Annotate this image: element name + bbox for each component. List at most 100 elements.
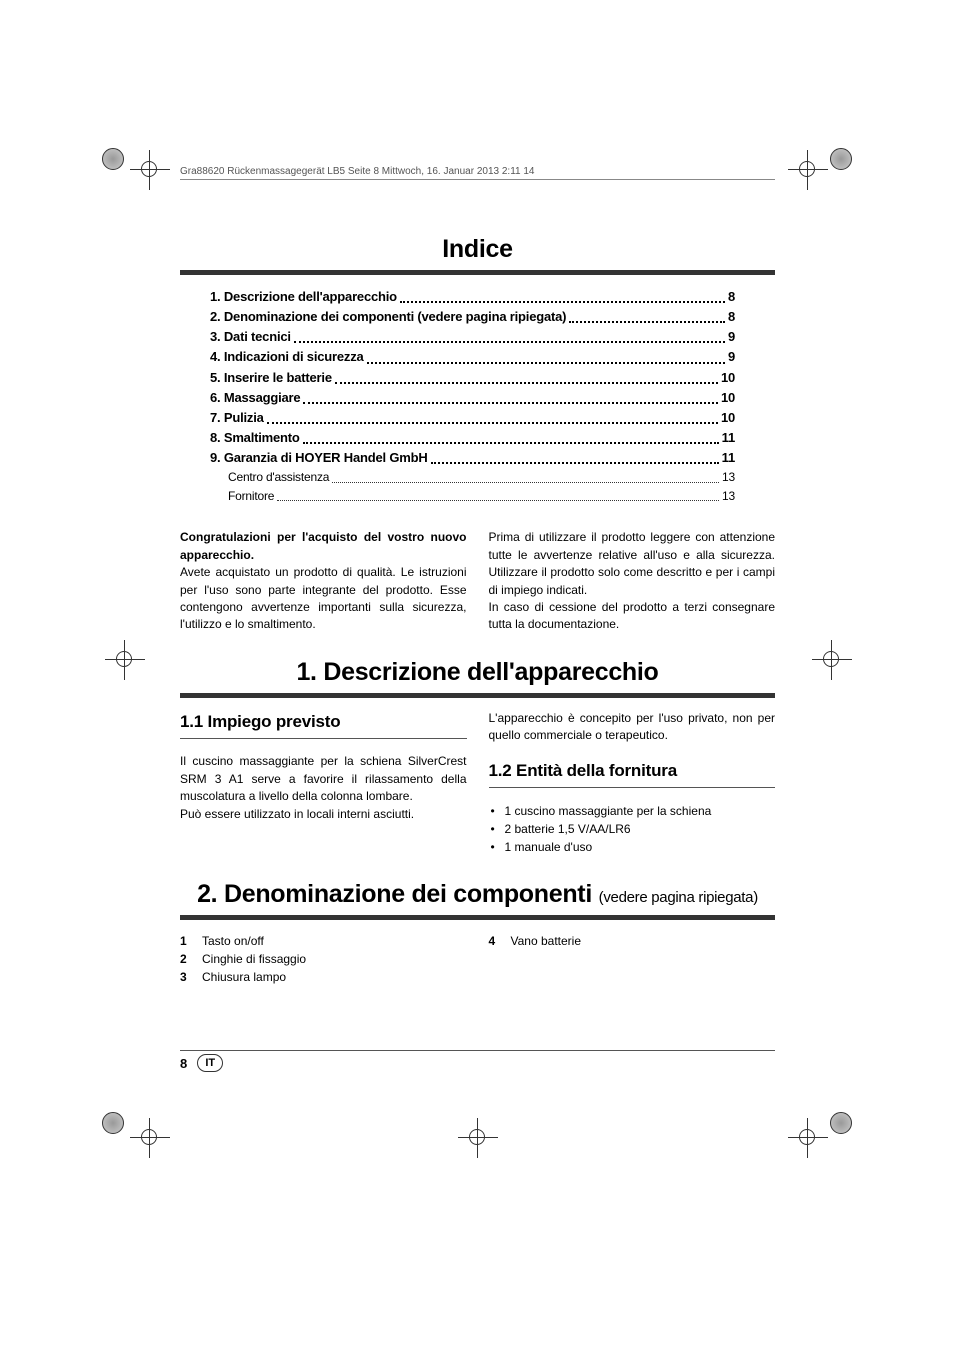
toc-page: 11 xyxy=(722,428,735,448)
sub-rule xyxy=(489,787,776,788)
toc-page: 13 xyxy=(722,468,735,487)
toc-label: 4. Indicazioni di sicurezza xyxy=(210,347,364,367)
toc-dots xyxy=(267,408,718,424)
component-number: 3 xyxy=(180,968,202,986)
component-number: 2 xyxy=(180,950,202,968)
toc-label: 8. Smaltimento xyxy=(210,428,300,448)
toc-page: 8 xyxy=(728,307,735,327)
toc-entry: 1. Descrizione dell'apparecchio 8 xyxy=(210,287,735,307)
toc-label: Fornitore xyxy=(228,487,274,506)
toc-dots xyxy=(431,448,719,464)
cross-mark xyxy=(788,1118,828,1158)
toc-page: 13 xyxy=(722,487,735,506)
intro-right-p2: In caso di cessione del prodotto a terzi… xyxy=(489,599,776,634)
toc-label: 5. Inserire le batterie xyxy=(210,368,332,388)
component-text: Vano batterie xyxy=(511,932,582,950)
toc-entry: 5. Inserire le batterie 10 xyxy=(210,368,735,388)
components-left: 1Tasto on/off2Cinghie di fissaggio3Chius… xyxy=(180,932,467,986)
sub-1-2-title: 1.2 Entità della fornitura xyxy=(489,759,776,784)
component-number: 4 xyxy=(489,932,511,950)
toc-label: 2. Denominazione dei componenti (vedere … xyxy=(210,307,566,327)
congrats-heading: Congratulazioni per l'acquisto del vostr… xyxy=(180,529,467,564)
toc-entry: Centro d'assistenza 13 xyxy=(210,468,735,487)
toc-dots xyxy=(400,287,725,303)
section-1-title: 1. Descrizione dell'apparecchio xyxy=(180,658,775,687)
toc-entry: 8. Smaltimento 11 xyxy=(210,428,735,448)
cross-mark xyxy=(130,150,170,190)
sub-rule xyxy=(180,738,467,739)
intro-right: Prima di utilizzare il prodotto leggere … xyxy=(489,529,776,633)
sub-1-1-title: 1.1 Impiego previsto xyxy=(180,710,467,735)
component-text: Tasto on/off xyxy=(202,932,264,950)
section-2-title: 2. Denominazione dei componenti (vedere … xyxy=(180,880,775,909)
toc-dots xyxy=(303,388,718,404)
toc-dots xyxy=(277,487,719,502)
intro-columns: Congratulazioni per l'acquisto del vostr… xyxy=(180,529,775,633)
toc-entry: 3. Dati tecnici 9 xyxy=(210,327,735,347)
component-item: 2Cinghie di fissaggio xyxy=(180,950,467,968)
toc-dots xyxy=(332,468,719,483)
toc-page: 10 xyxy=(721,408,735,428)
toc-label: 7. Pulizia xyxy=(210,408,264,428)
section-1-columns: 1.1 Impiego previsto Il cuscino massaggi… xyxy=(180,710,775,856)
sub-1-1-body-2: Può essere utilizzato in locali interni … xyxy=(180,806,467,823)
toc-dots xyxy=(303,428,719,444)
cross-mark xyxy=(788,150,828,190)
section-2-columns: 1Tasto on/off2Cinghie di fissaggio3Chius… xyxy=(180,932,775,986)
sub-1-1-body-1: Il cuscino massaggiante per la schiena S… xyxy=(180,753,467,805)
component-item: 3Chiusura lampo xyxy=(180,968,467,986)
toc-entry: 6. Massaggiare 10 xyxy=(210,388,735,408)
cross-mark xyxy=(130,1118,170,1158)
toc-entry: 7. Pulizia 10 xyxy=(210,408,735,428)
cross-mark xyxy=(105,640,145,680)
toc-page: 10 xyxy=(721,388,735,408)
component-text: Chiusura lampo xyxy=(202,968,286,986)
registration-mark xyxy=(830,1112,866,1148)
toc-entry: 4. Indicazioni di sicurezza 9 xyxy=(210,347,735,367)
toc-title: Indice xyxy=(180,235,775,264)
toc-dots xyxy=(569,307,725,323)
section-rule xyxy=(180,915,775,920)
page-content: Indice 1. Descrizione dell'apparecchio 8… xyxy=(180,235,775,1010)
list-item: 1 cuscino massaggiante per la schiena xyxy=(489,802,776,820)
section-1-right: L'apparecchio è concepito per l'uso priv… xyxy=(489,710,776,856)
cross-mark xyxy=(458,1118,498,1158)
toc-label: 6. Massaggiare xyxy=(210,388,300,408)
intro-left: Congratulazioni per l'acquisto del vostr… xyxy=(180,529,467,633)
toc-page: 10 xyxy=(721,368,735,388)
section-rule xyxy=(180,693,775,698)
toc-page: 8 xyxy=(728,287,735,307)
sub-1-1-right: L'apparecchio è concepito per l'uso priv… xyxy=(489,710,776,745)
page-footer: 8 IT xyxy=(180,1050,775,1072)
toc-page: 11 xyxy=(722,448,735,468)
intro-right-p1: Prima di utilizzare il prodotto leggere … xyxy=(489,529,776,599)
components-right: 4Vano batterie xyxy=(489,932,776,986)
component-item: 4Vano batterie xyxy=(489,932,776,950)
section-1-left: 1.1 Impiego previsto Il cuscino massaggi… xyxy=(180,710,467,856)
table-of-contents: 1. Descrizione dell'apparecchio 82. Deno… xyxy=(180,287,775,505)
list-item: 2 batterie 1,5 V/AA/LR6 xyxy=(489,820,776,838)
header-metadata: Gra88620 Rückenmassagegerät LB5 Seite 8 … xyxy=(180,166,775,180)
toc-entry: 2. Denominazione dei componenti (vedere … xyxy=(210,307,735,327)
toc-dots xyxy=(367,347,725,363)
toc-dots xyxy=(335,368,718,384)
page-number: 8 xyxy=(180,1056,187,1071)
toc-entry: 9. Garanzia di HOYER Handel GmbH 11 xyxy=(210,448,735,468)
toc-label: 9. Garanzia di HOYER Handel GmbH xyxy=(210,448,428,468)
component-item: 1Tasto on/off xyxy=(180,932,467,950)
section-rule xyxy=(180,270,775,275)
toc-label: Centro d'assistenza xyxy=(228,468,329,487)
registration-mark xyxy=(830,148,866,184)
toc-page: 9 xyxy=(728,347,735,367)
toc-label: 1. Descrizione dell'apparecchio xyxy=(210,287,397,307)
component-number: 1 xyxy=(180,932,202,950)
supply-list: 1 cuscino massaggiante per la schiena2 b… xyxy=(489,802,776,856)
language-badge: IT xyxy=(197,1054,223,1072)
congrats-body: Avete acquistato un prodotto di qualità.… xyxy=(180,564,467,634)
toc-dots xyxy=(294,327,725,343)
toc-page: 9 xyxy=(728,327,735,347)
list-item: 1 manuale d'uso xyxy=(489,838,776,856)
toc-label: 3. Dati tecnici xyxy=(210,327,291,347)
component-text: Cinghie di fissaggio xyxy=(202,950,306,968)
toc-entry: Fornitore 13 xyxy=(210,487,735,506)
